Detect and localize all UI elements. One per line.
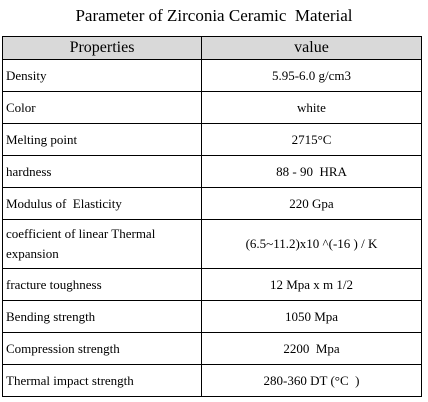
value-cell: (6.5~11.2)x10 ^(-16 ) / K — [201, 219, 422, 269]
table-row: fracture toughness 12 Mpa x m 1/2 — [2, 268, 422, 301]
table-row: Thermal impact strength 280-360 DT (°C ) — [2, 364, 422, 397]
title: Parameter of Zirconia Ceramic Material — [75, 6, 353, 25]
property-cell: Melting point — [2, 123, 202, 156]
value-cell: 2200 Mpa — [201, 332, 422, 365]
table-row: hardness 88 - 90 HRA — [2, 155, 422, 188]
property-cell: Density — [2, 59, 202, 92]
property-cell: coefficient of linear Thermal expansion — [2, 219, 202, 269]
value-cell: 220 Gpa — [201, 187, 422, 220]
header-row: Properties value — [2, 36, 422, 60]
table-body: Density 5.95-6.0 g/cm3 Color white Melting p… — [2, 59, 422, 397]
value-cell: 2715°C — [201, 123, 422, 156]
value-cell: 5.95-6.0 g/cm3 — [201, 59, 422, 92]
table-row: Bending strength 1050 Mpa — [2, 300, 422, 333]
property-cell: fracture toughness — [2, 268, 202, 301]
table-row: Compression strength 2200 Mpa — [2, 332, 422, 365]
property-cell: Thermal impact strength — [2, 364, 202, 397]
table-row: Melting point 2715°C — [2, 123, 422, 156]
table-row: Density 5.95-6.0 g/cm3 — [2, 59, 422, 92]
property-cell: Compression strength — [2, 332, 202, 365]
value-cell: 280-360 DT (°C ) — [201, 364, 422, 397]
property-cell: Color — [2, 91, 202, 124]
table-row: coefficient of linear Thermal expansion(… — [2, 219, 422, 269]
value-cell: 1050 Mpa — [201, 300, 422, 333]
value-cell: 12 Mpa x m 1/2 — [201, 268, 422, 301]
value-cell: 88 - 90 HRA — [201, 155, 422, 188]
properties-table: Properties value Density 5.95-6.0 g/cm3 Col… — [2, 36, 422, 397]
property-cell: Bending strength — [2, 300, 202, 333]
table-head: Properties value — [2, 36, 422, 60]
column-header: Properties — [2, 36, 202, 60]
column-header: value — [201, 36, 422, 60]
table-row: Color white — [2, 91, 422, 124]
property-cell: hardness — [2, 155, 202, 188]
property-cell: Modulus of Elasticity — [2, 187, 202, 220]
table-row: Modulus of Elasticity 220 Gpa — [2, 187, 422, 220]
value-cell: white — [201, 91, 422, 124]
